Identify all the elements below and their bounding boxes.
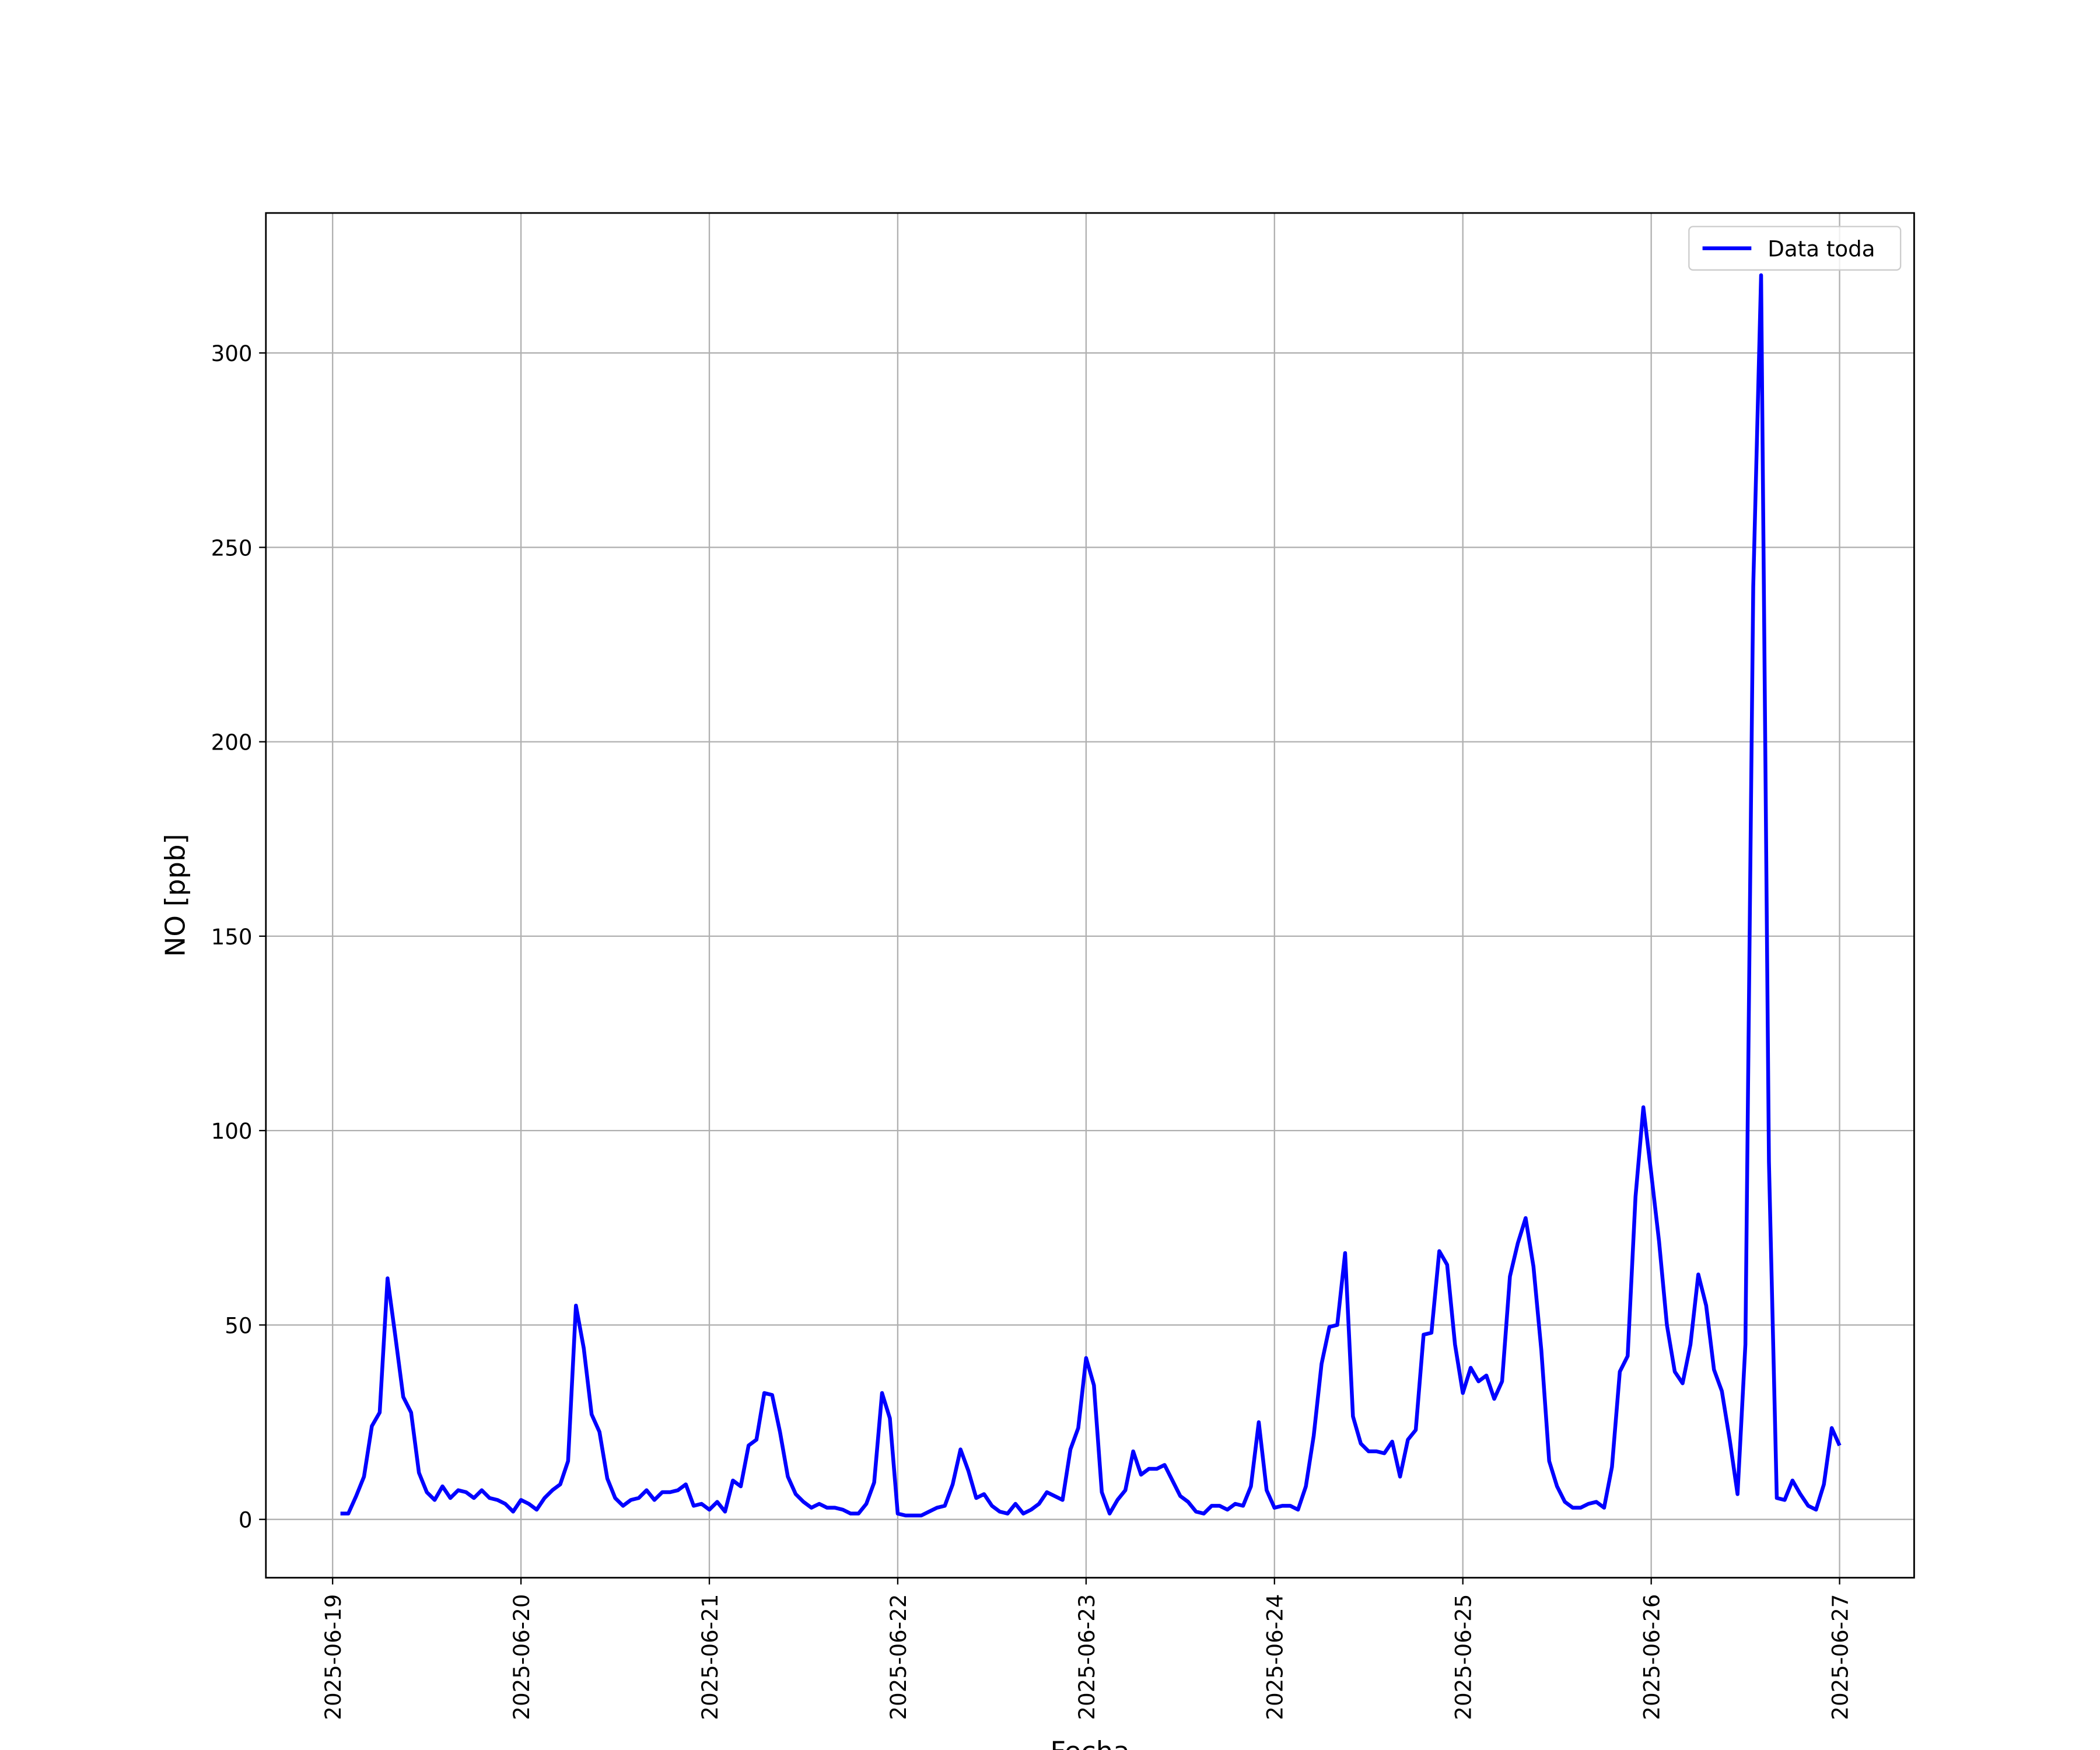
y-tick-label: 100	[211, 1118, 253, 1144]
axes-frame	[265, 212, 1915, 1579]
legend-box	[1688, 226, 1902, 271]
x-tick-label: 2025-06-22	[886, 1594, 911, 1720]
x-tick-label: 2025-06-23	[1074, 1594, 1100, 1720]
y-tick-label: 0	[239, 1507, 253, 1533]
x-tick-label: 2025-06-24	[1262, 1594, 1288, 1720]
x-tick-label: 2025-06-20	[509, 1594, 534, 1720]
x-tick-label: 2025-06-21	[697, 1594, 723, 1720]
grid	[265, 213, 1915, 1578]
legend-label: Data toda	[1768, 236, 1875, 262]
plot-area	[340, 273, 1842, 1518]
y-tick-label: 50	[225, 1312, 252, 1338]
x-tick-label: 2025-06-19	[320, 1594, 346, 1720]
x-tick-label: 2025-06-25	[1451, 1594, 1476, 1720]
y-tick-label: 250	[211, 535, 253, 561]
x-tick-label: 2025-06-27	[1828, 1594, 1853, 1720]
y-axis-label: NO [ppb]	[159, 834, 191, 957]
data-line	[340, 273, 1842, 1518]
y-tick-label: 200	[211, 730, 253, 755]
y-tick-label: 300	[211, 341, 253, 366]
y-tick-label: 150	[211, 924, 253, 950]
x-axis-label: Fecha	[1050, 1736, 1129, 1750]
x-tick-label: 2025-06-26	[1639, 1594, 1665, 1720]
legend: Data toda	[1688, 226, 1902, 271]
